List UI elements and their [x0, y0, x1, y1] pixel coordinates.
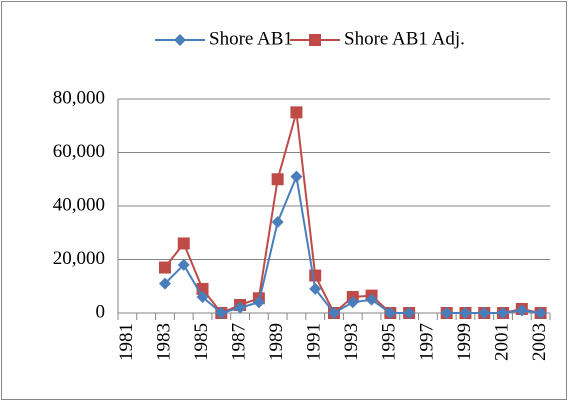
- data-point: [328, 307, 340, 319]
- data-point: [440, 307, 453, 319]
- y-tick-label: 60,000: [53, 141, 105, 162]
- x-tick-label: 1983: [153, 323, 174, 361]
- x-tick-label: 1985: [191, 323, 212, 361]
- data-point: [271, 216, 284, 229]
- data-point: [252, 296, 265, 309]
- x-tick-label: 1981: [116, 323, 137, 361]
- x-tick-label: 1997: [416, 323, 437, 361]
- data-point: [309, 269, 322, 282]
- y-tick-label: 40,000: [53, 194, 105, 215]
- data-point: [271, 173, 284, 186]
- data-point: [459, 307, 472, 319]
- data-point: [158, 261, 171, 274]
- data-point: [384, 307, 397, 319]
- y-tick-label: 20,000: [53, 248, 105, 269]
- data-point: [177, 258, 190, 271]
- y-tick-label: 0: [96, 301, 106, 322]
- x-tick-label: 2001: [491, 323, 512, 361]
- data-point: [515, 304, 528, 317]
- legend-label: Shore AB1 Adj.: [344, 28, 465, 49]
- data-point: [290, 106, 303, 119]
- data-point: [234, 301, 247, 314]
- data-point: [215, 307, 228, 319]
- x-tick-label: 1987: [228, 323, 249, 361]
- legend-label: Shore AB1: [209, 28, 293, 49]
- data-point: [534, 307, 547, 319]
- data-point: [478, 307, 491, 319]
- x-tick-label: 1995: [379, 323, 400, 361]
- x-tick-label: 2003: [529, 323, 550, 361]
- data-point: [196, 290, 209, 303]
- x-tick-label: 1999: [454, 323, 475, 361]
- x-tick-label: 1989: [266, 323, 287, 361]
- y-tick-label: 80,000: [53, 87, 105, 108]
- data-point: [365, 293, 378, 306]
- data-point: [497, 307, 510, 319]
- data-point: [309, 282, 322, 295]
- legend-marker: [309, 34, 321, 46]
- legend-marker: [174, 34, 186, 46]
- data-point: [346, 296, 359, 309]
- data-point: [177, 237, 190, 250]
- data-point: [403, 307, 416, 319]
- x-tick-label: 1993: [341, 323, 362, 361]
- data-point: [158, 277, 171, 290]
- data-point: [290, 170, 303, 183]
- x-tick-label: 1991: [304, 323, 325, 361]
